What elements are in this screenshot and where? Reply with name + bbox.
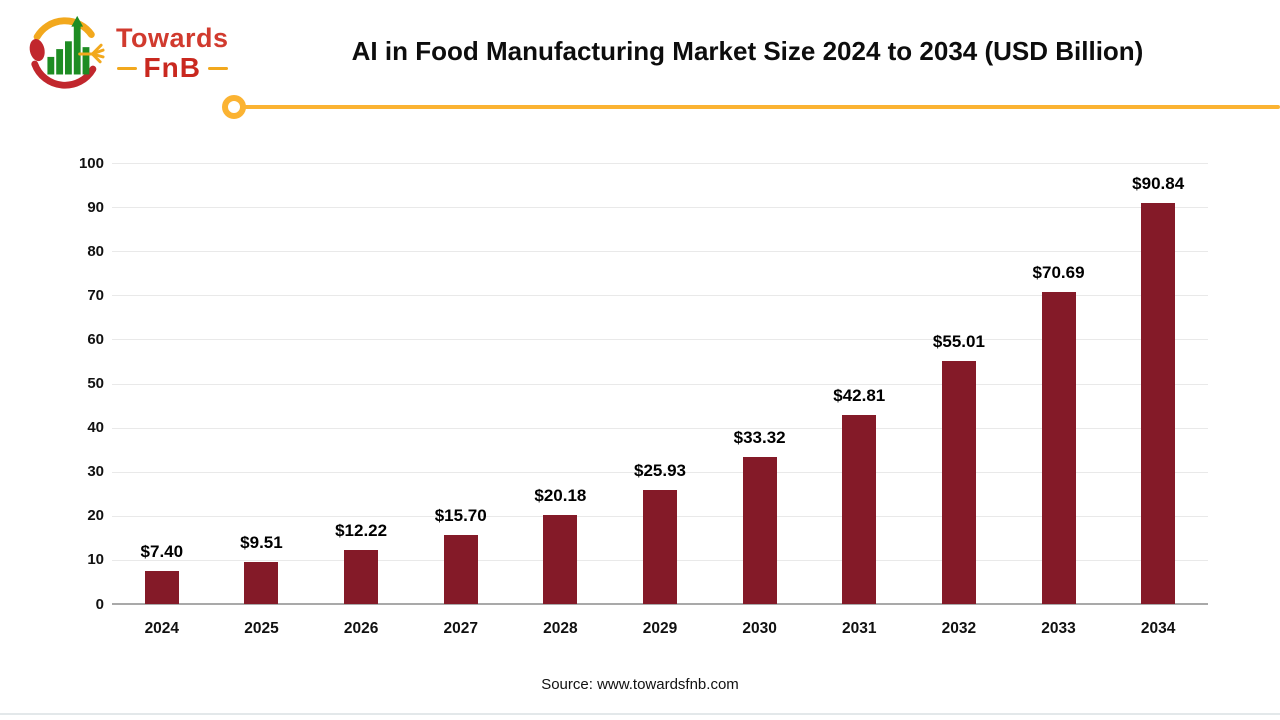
bar-2030 [742,457,777,604]
x-axis-tick-label-2032: 2032 [941,620,977,637]
x-axis-tick-label-2030: 2030 [742,620,777,637]
gridline [112,163,1208,164]
x-axis-line [112,603,1208,605]
logo-arc-red [31,60,97,89]
y-axis-tick-label: 40 [87,419,104,437]
bar-value-label-2033: $70.69 [1032,263,1085,283]
bar-2025 [244,562,279,604]
bar-2026 [344,550,379,604]
chart-bars-icon [47,15,90,75]
fork-icon [78,43,105,64]
y-axis-tick-label: 30 [87,463,104,481]
logo-word-towards: Towards [116,22,229,53]
gridline [112,471,1208,473]
logo-word-fnb: FnB [143,52,201,84]
bar-value-label-2032: $55.01 [932,332,985,352]
y-axis-tick-label: 100 [78,154,104,172]
page-title: AI in Food Manufacturing Market Size 202… [351,36,1144,66]
bar-2031 [842,415,877,604]
x-axis-tick-label-2031: 2031 [842,620,877,637]
title-divider-line [243,105,1280,109]
bar-2024 [144,571,179,604]
logo-wordmark: Towards FnB [116,22,229,84]
gridline [112,207,1208,209]
gridline [112,295,1208,297]
bar-value-label-2027: $15.70 [434,505,487,525]
x-axis-tick-label-2033: 2033 [1041,620,1076,637]
gridline [112,251,1208,253]
x-axis-tick-label-2034: 2034 [1140,620,1176,637]
bar-2029 [643,489,677,604]
y-axis-tick-label: 90 [87,198,104,216]
bar-value-label-2028: $20.18 [534,486,587,505]
bar-value-label-2030: $33.32 [733,428,786,448]
towardsfnb-logo-icon [29,15,105,89]
y-axis-tick-label: 50 [87,375,104,392]
x-axis-tick-label-2026: 2026 [343,620,379,637]
logo-arc-gold [33,17,95,41]
y-axis-tick-label: 0 [95,595,104,613]
spoon-icon [29,38,45,62]
bar-value-label-2034: $90.84 [1132,174,1185,194]
bottom-rule [0,713,1280,715]
y-axis-tick-label: 70 [87,286,104,304]
y-axis-tick-label: 80 [87,242,104,260]
bar-2027 [443,534,478,604]
bar-2033 [1041,292,1076,604]
bar-2028 [543,515,578,604]
title-divider-ring-icon [222,95,246,119]
y-axis-tick-label: 10 [87,551,104,569]
x-axis-tick-label-2024: 2024 [144,620,180,637]
bar-2034 [1141,203,1176,604]
towardsfnb-logo: Towards FnB [24,12,229,94]
gridline [112,383,1208,385]
x-axis-tick-label-2028: 2028 [543,620,578,637]
bar-2032 [941,361,976,604]
x-axis-tick-label-2029: 2029 [642,620,678,637]
x-axis-tick-label-2027: 2027 [443,620,478,637]
gridline [112,339,1208,341]
logo-dash-right-icon [207,66,228,70]
gridline [112,427,1208,429]
bar-value-label-2024: $7.40 [140,542,184,562]
bar-value-label-2029: $25.93 [634,460,686,480]
bar-value-label-2026: $12.22 [335,521,388,541]
logo-dash-left-icon [116,66,137,70]
bar-value-label-2031: $42.81 [833,386,886,406]
bar-value-label-2025: $9.51 [240,533,283,553]
source-note: Source: www.towardsfnb.com [541,676,739,693]
x-axis-tick-label-2025: 2025 [244,620,279,637]
y-axis-tick-label: 20 [87,507,104,525]
y-axis-tick-label: 60 [87,330,104,348]
